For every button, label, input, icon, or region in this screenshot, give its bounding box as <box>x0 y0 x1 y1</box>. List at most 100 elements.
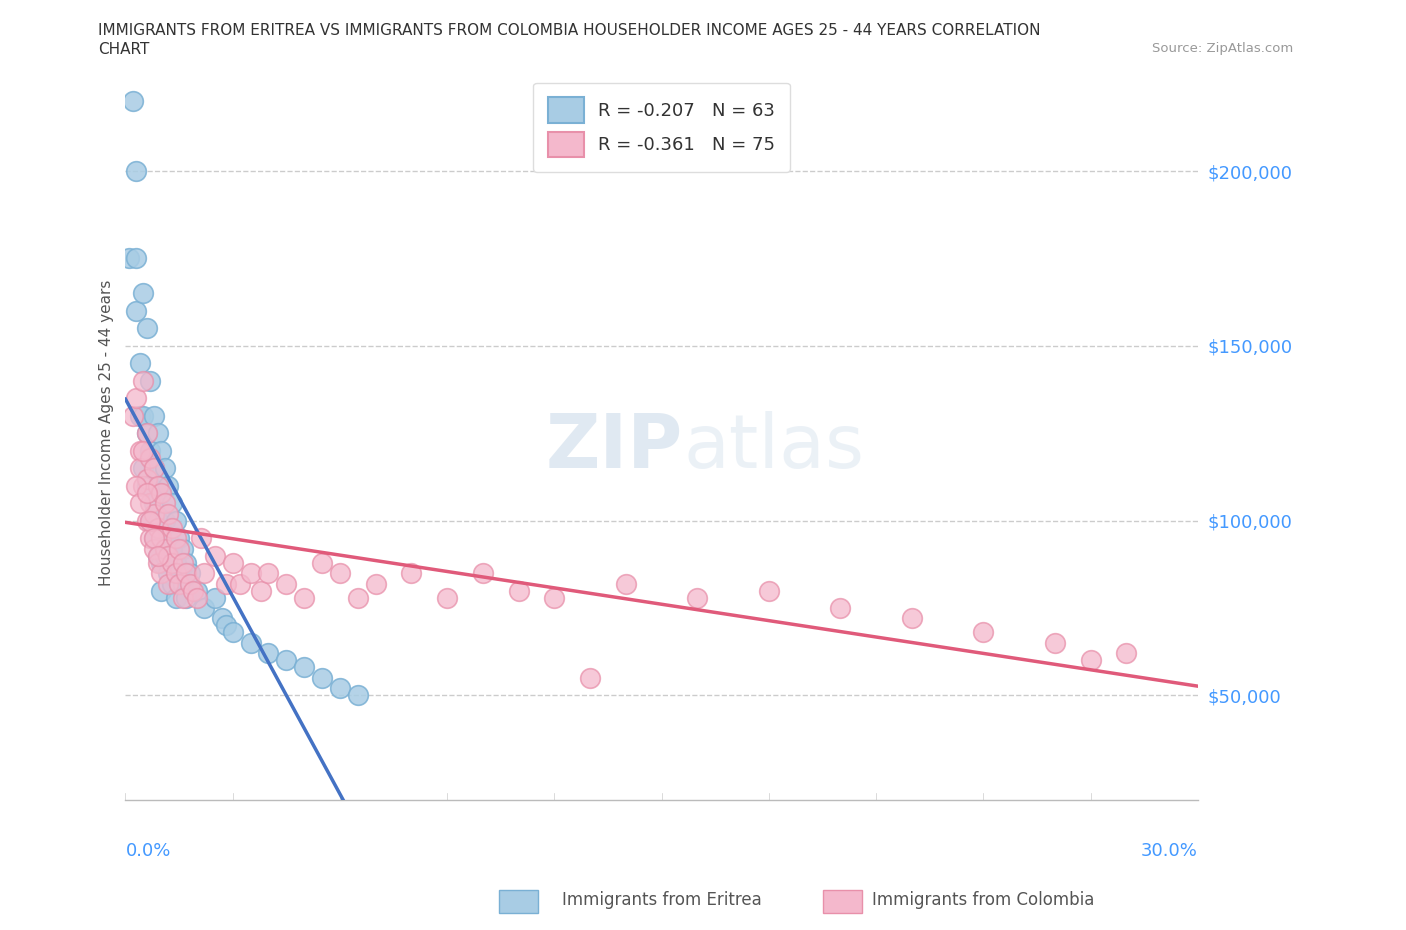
Point <box>172 590 194 604</box>
Point <box>153 496 176 511</box>
Point <box>179 565 201 580</box>
Point <box>257 565 280 580</box>
Point <box>292 590 315 604</box>
Point <box>128 408 150 423</box>
Point <box>239 635 262 650</box>
Point <box>172 555 194 570</box>
Point <box>190 531 212 546</box>
Point <box>121 94 143 109</box>
Point <box>139 513 162 528</box>
Point <box>401 565 423 580</box>
Point <box>125 251 148 266</box>
Point <box>132 408 155 423</box>
Point <box>214 576 236 591</box>
Point <box>143 506 166 521</box>
Point <box>165 531 187 546</box>
Point <box>758 583 780 598</box>
Text: IMMIGRANTS FROM ERITREA VS IMMIGRANTS FROM COLOMBIA HOUSEHOLDER INCOME AGES 25 -: IMMIGRANTS FROM ERITREA VS IMMIGRANTS FR… <box>98 23 1040 38</box>
Point <box>222 555 245 570</box>
Point <box>139 373 162 388</box>
Point <box>186 590 208 604</box>
Point <box>172 576 194 591</box>
Point <box>157 478 180 493</box>
Point <box>204 590 226 604</box>
Point <box>229 576 252 591</box>
Point <box>146 520 169 535</box>
Point <box>174 565 197 580</box>
Point <box>143 460 166 475</box>
Point <box>128 356 150 371</box>
Point <box>211 611 233 626</box>
Point <box>125 164 148 179</box>
Point <box>183 583 205 598</box>
Point <box>579 671 602 685</box>
Point <box>143 541 166 556</box>
Point <box>239 565 262 580</box>
Point <box>153 548 176 563</box>
Point <box>146 478 169 493</box>
Point <box>543 590 565 604</box>
Point <box>157 576 180 591</box>
Point <box>160 576 183 591</box>
Point <box>174 590 197 604</box>
Point <box>830 601 852 616</box>
Point <box>143 531 166 546</box>
Point <box>132 444 155 458</box>
Point <box>128 444 150 458</box>
Point <box>292 660 315 675</box>
Point <box>972 625 994 640</box>
Point <box>329 565 352 580</box>
Point <box>329 681 352 696</box>
Legend: R = -0.207   N = 63, R = -0.361   N = 75: R = -0.207 N = 63, R = -0.361 N = 75 <box>533 83 790 171</box>
Point <box>128 460 150 475</box>
Point <box>204 548 226 563</box>
Point <box>146 548 169 563</box>
Text: Immigrants from Eritrea: Immigrants from Eritrea <box>562 891 762 910</box>
Point <box>146 478 169 493</box>
Point <box>167 565 190 580</box>
Point <box>153 460 176 475</box>
Point <box>174 555 197 570</box>
Point <box>186 583 208 598</box>
Point <box>1115 646 1137 661</box>
Point <box>143 496 166 511</box>
Point <box>139 531 162 546</box>
Point <box>686 590 709 604</box>
Point <box>146 513 169 528</box>
Point <box>132 373 155 388</box>
Point <box>167 576 190 591</box>
Point <box>143 460 166 475</box>
Point <box>150 444 173 458</box>
Point <box>160 555 183 570</box>
Text: 0.0%: 0.0% <box>125 843 172 860</box>
Point <box>1080 653 1102 668</box>
Text: ZIP: ZIP <box>546 411 683 485</box>
Point <box>135 426 157 441</box>
Point <box>508 583 530 598</box>
Point <box>901 611 924 626</box>
Point <box>118 251 141 266</box>
Point <box>160 520 183 535</box>
Point <box>128 496 150 511</box>
Y-axis label: Householder Income Ages 25 - 44 years: Householder Income Ages 25 - 44 years <box>100 280 114 587</box>
Point <box>153 513 176 528</box>
Point <box>167 541 190 556</box>
Point <box>139 496 162 511</box>
Point <box>121 408 143 423</box>
Point <box>160 541 183 556</box>
Point <box>257 646 280 661</box>
Point <box>165 590 187 604</box>
Point <box>135 472 157 486</box>
Point <box>193 601 215 616</box>
Point <box>150 565 173 580</box>
Point <box>143 531 166 546</box>
Point <box>165 565 187 580</box>
Point <box>139 450 162 465</box>
Point <box>157 565 180 580</box>
Text: CHART: CHART <box>98 42 150 57</box>
Point <box>311 555 333 570</box>
Point <box>135 485 157 500</box>
Point <box>614 576 637 591</box>
Point <box>250 583 273 598</box>
Point <box>150 531 173 546</box>
